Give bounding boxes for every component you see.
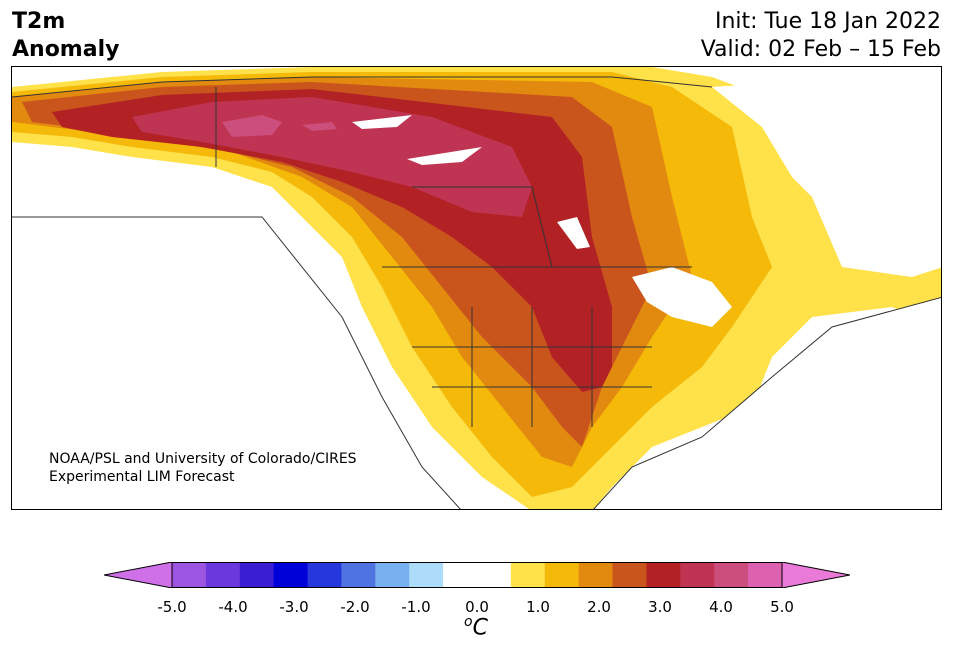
- colorbar-cell: [477, 562, 512, 588]
- colorbar-cell: [612, 562, 647, 588]
- title-line-1: T2m: [12, 9, 66, 34]
- credit-text: NOAA/PSL and University of Colorado/CIRE…: [49, 450, 357, 486]
- title-line-2: Anomaly: [12, 37, 120, 62]
- colorbar-cell: [375, 562, 410, 588]
- pacific-ocean: [12, 217, 461, 509]
- unit-superscript: o: [464, 614, 473, 630]
- colorbar-tick-label: -2.0: [340, 598, 370, 616]
- hudson-bay: [712, 72, 941, 237]
- boundaries: [12, 76, 941, 509]
- colorbar-cell: [273, 562, 309, 588]
- colorbar-extend-right: [781, 562, 850, 588]
- lake-2: [407, 147, 482, 165]
- colorbar-tick-label: 2.0: [587, 598, 611, 616]
- colorbar-cell: [205, 562, 241, 588]
- colorbar-tick-label: -1.0: [401, 598, 431, 616]
- colorbar-cell: [239, 562, 275, 588]
- colorbar-cell: [510, 562, 546, 588]
- colorbar-cell: [680, 562, 715, 588]
- colorbar-cell: [544, 562, 580, 588]
- lake-1: [352, 115, 412, 129]
- colorbar-tick-label: 0.0: [465, 598, 489, 616]
- colorbar-cell: [172, 562, 207, 588]
- lake-3: [557, 217, 590, 249]
- colorbar-tick-label: 5.0: [770, 598, 794, 616]
- map-title: T2m Anomaly: [12, 8, 119, 64]
- colorbar-cell: [714, 562, 749, 588]
- forecast-dates: Init: Tue 18 Jan 2022 Valid: 02 Feb – 15…: [701, 8, 941, 64]
- credit-line-1: NOAA/PSL and University of Colorado/CIRE…: [49, 451, 357, 467]
- colorbar-cell: [341, 562, 376, 588]
- anomaly-map: [12, 67, 941, 509]
- colorbar-tick-label: -3.0: [279, 598, 309, 616]
- valid-dates: Valid: 02 Feb – 15 Feb: [700, 37, 941, 62]
- map-panel: [11, 66, 942, 510]
- colorbar-cell: [443, 562, 478, 588]
- colorbar: [104, 562, 850, 588]
- credit-line-2: Experimental LIM Forecast: [49, 469, 235, 485]
- colorbar-cell: [307, 562, 342, 588]
- colorbar-cell: [748, 562, 783, 588]
- colorbar-unit: oC: [464, 614, 488, 640]
- land-band-7b: [302, 122, 337, 131]
- gulf-atlantic: [593, 297, 941, 509]
- init-date: Init: Tue 18 Jan 2022: [714, 9, 941, 34]
- colorbar-cell: [578, 562, 614, 588]
- colorbar-tick-label: 1.0: [526, 598, 550, 616]
- colorbar-tick-label: -4.0: [218, 598, 248, 616]
- colorbar-extend-left: [104, 562, 173, 588]
- land-band-7: [222, 115, 282, 137]
- unit-base: C: [472, 615, 488, 641]
- colorbar-tick-label: 4.0: [709, 598, 733, 616]
- colorbar-cell: [409, 562, 444, 588]
- colorbar-tick-label: -5.0: [157, 598, 187, 616]
- great-lakes: [632, 267, 732, 327]
- colorbar-tick-label: 3.0: [648, 598, 672, 616]
- colorbar-cell: [646, 562, 681, 588]
- colorbar-border: [171, 562, 783, 588]
